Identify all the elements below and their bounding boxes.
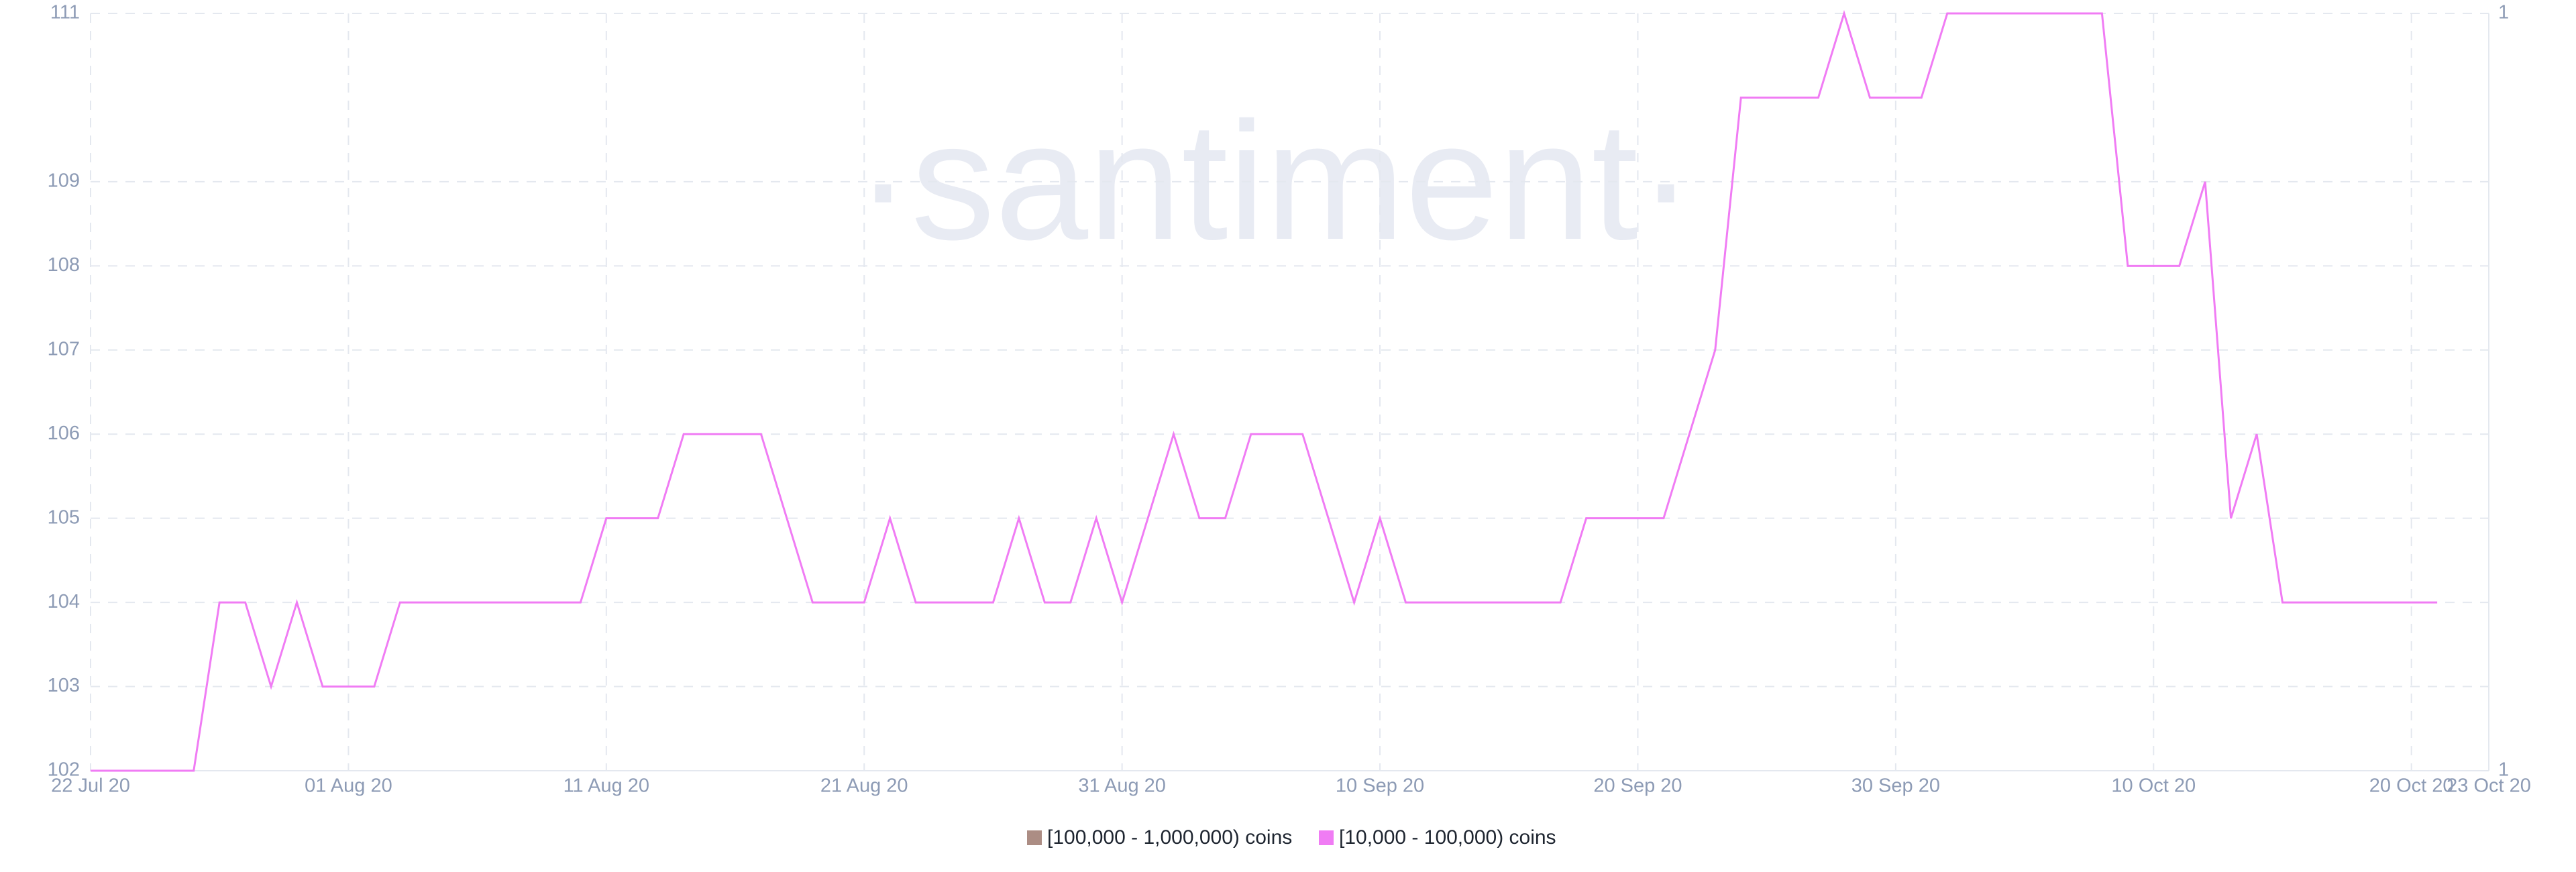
legend-swatch <box>1319 830 1334 845</box>
x-tick-label: 20 Oct 20 <box>2369 775 2454 797</box>
y-tick-label: 108 <box>48 254 80 276</box>
x-tick-label: 20 Sep 20 <box>1593 775 1682 797</box>
x-tick-label: 31 Aug 20 <box>1078 775 1166 797</box>
y2-tick-label: 1 <box>2498 2 2509 23</box>
x-tick-label: 10 Sep 20 <box>1336 775 1424 797</box>
watermark: ·santiment· <box>855 87 1694 274</box>
y-tick-label: 107 <box>48 338 80 360</box>
y2-tick-label: 1 <box>2498 759 2509 781</box>
y-tick-label: 102 <box>48 759 80 781</box>
x-tick-label: 23 Oct 20 <box>2447 775 2531 797</box>
x-tick-label: 01 Aug 20 <box>305 775 392 797</box>
y-tick-label: 103 <box>48 675 80 696</box>
x-tick-label: 30 Sep 20 <box>1851 775 1940 797</box>
legend-swatch <box>1027 830 1042 845</box>
legend-label: [10,000 - 100,000) coins <box>1339 826 1556 849</box>
x-tick-label: 11 Aug 20 <box>564 775 649 797</box>
x-tick-label: 21 Aug 20 <box>820 775 908 797</box>
x-tick-label: 10 Oct 20 <box>2111 775 2196 797</box>
y-tick-label: 105 <box>48 506 80 528</box>
y-tick-label: 111 <box>50 2 80 23</box>
x-tick-label: 22 Jul 20 <box>51 775 130 797</box>
series-line <box>91 9 2438 772</box>
y-tick-label: 109 <box>48 170 80 192</box>
legend-label: [100,000 - 1,000,000) coins <box>1047 826 1292 849</box>
y-tick-label: 104 <box>48 591 80 612</box>
y-tick-label: 106 <box>48 423 80 444</box>
